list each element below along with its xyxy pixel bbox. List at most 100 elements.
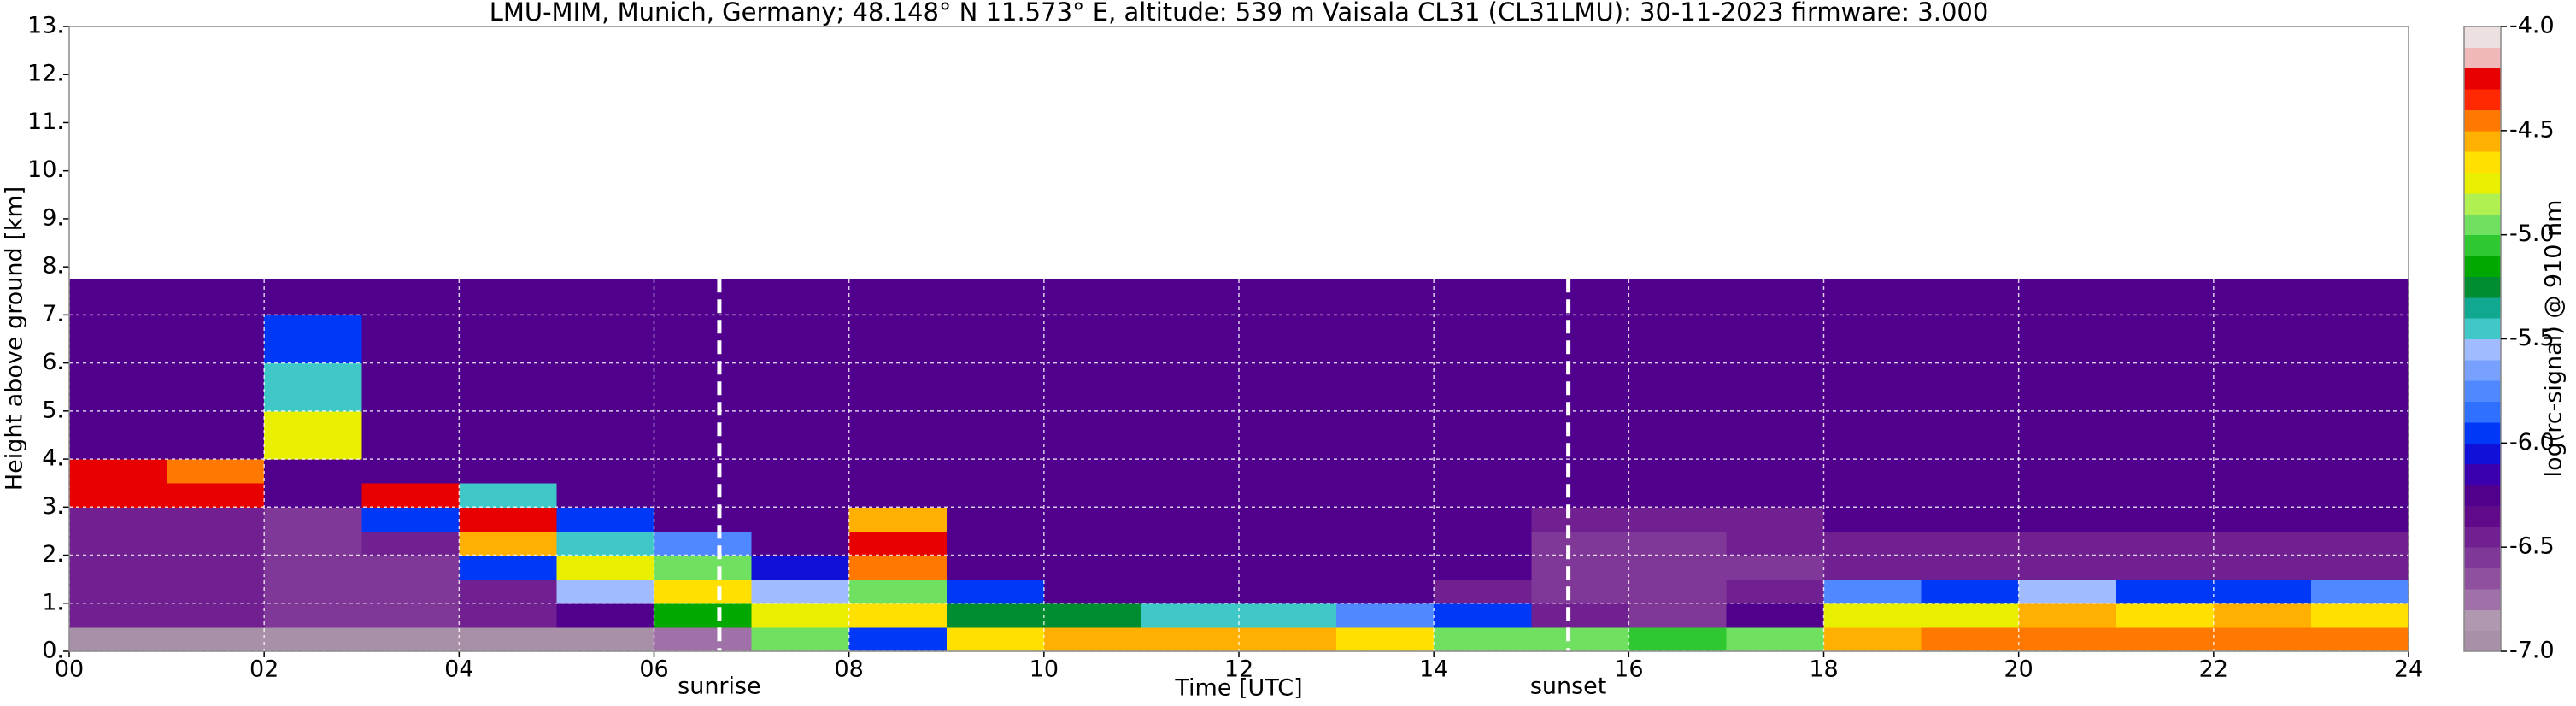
heatmap-cell (1531, 459, 1629, 484)
heatmap-cell (946, 459, 1045, 484)
heatmap-cell (1921, 579, 2020, 604)
heatmap-cell (1921, 459, 2020, 484)
heatmap-cell (361, 531, 460, 556)
heatmap-cell (1336, 627, 1435, 652)
heatmap-cell (946, 603, 1045, 628)
heatmap-cell (556, 627, 654, 652)
y-tick-label: 8. (42, 253, 64, 279)
heatmap-cell (2310, 410, 2409, 460)
heatmap-cell (459, 315, 557, 364)
heatmap-cell (1239, 579, 1337, 604)
heatmap-cell (264, 555, 362, 580)
heatmap-cell (1239, 555, 1337, 580)
heatmap-cell (1239, 410, 1337, 460)
heatmap-cell (848, 410, 948, 460)
heatmap-cell (1141, 483, 1240, 508)
colorbar-swatch (2464, 172, 2501, 194)
heatmap-cell (1726, 531, 1824, 556)
heatmap-cell (2018, 315, 2117, 364)
colorbar-swatch (2464, 47, 2501, 69)
heatmap-cell (751, 531, 850, 556)
heatmap-cell (1726, 410, 1824, 460)
x-tick-label: 08 (834, 656, 863, 683)
heatmap-cell (361, 579, 460, 604)
heatmap-cell (69, 459, 167, 484)
heatmap-cell (167, 579, 265, 604)
heatmap-cell (1336, 483, 1435, 508)
heatmap-cell (654, 603, 753, 628)
y-tick-label: 2. (42, 541, 64, 568)
heatmap-cell (2310, 279, 2409, 315)
heatmap-cell (361, 315, 460, 364)
heatmap-cell (1921, 362, 2020, 412)
heatmap-cell (946, 483, 1045, 508)
heatmap-cell (946, 555, 1045, 580)
colorbar-swatch (2464, 609, 2501, 632)
colorbar-swatch (2464, 588, 2501, 610)
heatmap-cell (848, 579, 948, 604)
heatmap-cell (69, 555, 167, 580)
heatmap-cell (2310, 507, 2409, 532)
heatmap-cell (946, 362, 1045, 412)
heatmap-cell (264, 627, 362, 652)
colorbar-swatch (2464, 421, 2501, 444)
heatmap-cell (751, 279, 850, 315)
heatmap-cell (361, 603, 460, 628)
x-tick-label: 06 (639, 656, 668, 683)
heatmap-cell (1726, 362, 1824, 412)
heatmap-cell (2213, 459, 2312, 484)
annotation-label: sunset (1530, 674, 1607, 700)
heatmap-cell (1141, 459, 1240, 484)
heatmap-cell (167, 459, 265, 484)
heatmap-cell (1336, 507, 1435, 532)
colorbar-swatch (2464, 276, 2501, 298)
heatmap-cell (1726, 459, 1824, 484)
heatmap-cell (848, 459, 948, 484)
heatmap-cell (2115, 507, 2215, 532)
heatmap-cell (848, 627, 948, 652)
heatmap-cell (1628, 555, 1727, 580)
colorbar-swatch (2464, 151, 2501, 174)
heatmap-cell (2213, 483, 2312, 508)
heatmap-cell (556, 603, 654, 628)
y-tick-label: 3. (42, 493, 64, 520)
heatmap-cell (459, 483, 557, 508)
heatmap-cell (946, 315, 1045, 364)
heatmap-cell (2115, 362, 2215, 412)
heatmap-cell (1823, 603, 1922, 628)
y-tick-label: 0. (42, 638, 64, 664)
heatmap-cell (751, 410, 850, 460)
heatmap-cell (654, 627, 753, 652)
heatmap-cell (69, 410, 167, 460)
heatmap-cell (2115, 459, 2215, 484)
heatmap-cell (1823, 279, 1922, 315)
heatmap-cell (1434, 315, 1532, 364)
heatmap-cell (654, 459, 753, 484)
heatmap-cell (946, 410, 1045, 460)
heatmap-cell (1239, 459, 1337, 484)
heatmap-cell (69, 315, 167, 364)
heatmap-cell (1921, 531, 2020, 556)
heatmap-cell (2115, 579, 2215, 604)
heatmap-cell (2018, 579, 2117, 604)
heatmap-cell (848, 315, 948, 364)
heatmap-cell (167, 483, 265, 508)
heatmap-cell (2213, 531, 2312, 556)
heatmap-cell (556, 279, 654, 315)
heatmap-cell (1726, 579, 1824, 604)
heatmap-cell (946, 507, 1045, 532)
heatmap-cell (556, 410, 654, 460)
heatmap-cell (1921, 483, 2020, 508)
heatmap-cell (2213, 362, 2312, 412)
heatmap-cell (2115, 279, 2215, 315)
heatmap-cell (2115, 483, 2215, 508)
heatmap-cell (459, 603, 557, 628)
x-tick-label: 16 (1614, 656, 1643, 683)
heatmap-cell (1628, 279, 1727, 315)
heatmap-cell (1531, 279, 1629, 315)
colorbar-swatch (2464, 192, 2501, 215)
heatmap-cell (2018, 362, 2117, 412)
y-tick-label: 11. (27, 109, 64, 135)
heatmap-cell (1628, 603, 1727, 628)
